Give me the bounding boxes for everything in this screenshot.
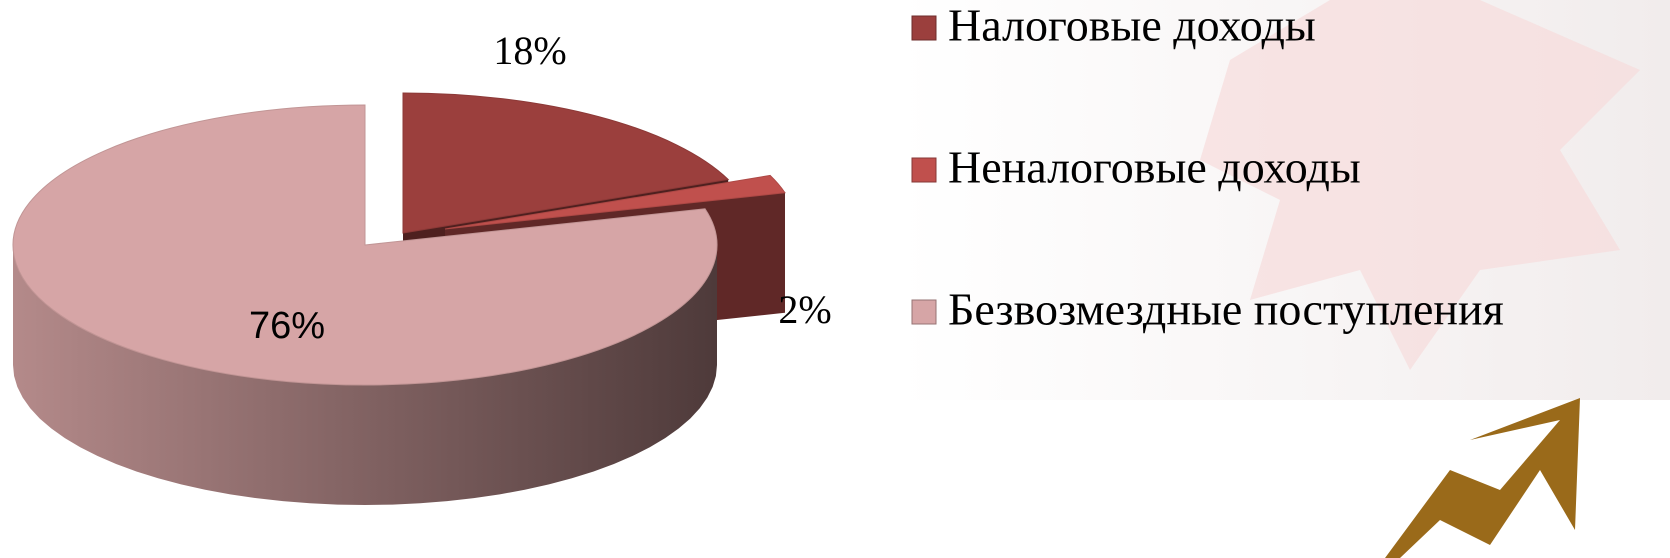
legend-swatch xyxy=(912,300,936,324)
background-arrow xyxy=(1385,398,1580,558)
chart: Налоговые доходы Неналоговые доходы Безвоз… xyxy=(0,0,1670,558)
legend-label: Безвозмездные поступления xyxy=(948,284,1504,335)
pie xyxy=(13,93,785,505)
data-label: 18% xyxy=(493,28,566,73)
legend-swatch xyxy=(912,158,936,182)
data-label: 76% xyxy=(249,305,325,347)
legend-label: Налоговые доходы xyxy=(948,0,1316,51)
legend-swatch xyxy=(912,16,936,40)
legend-label: Неналоговые доходы xyxy=(948,142,1361,193)
data-label: 2% xyxy=(778,287,831,332)
